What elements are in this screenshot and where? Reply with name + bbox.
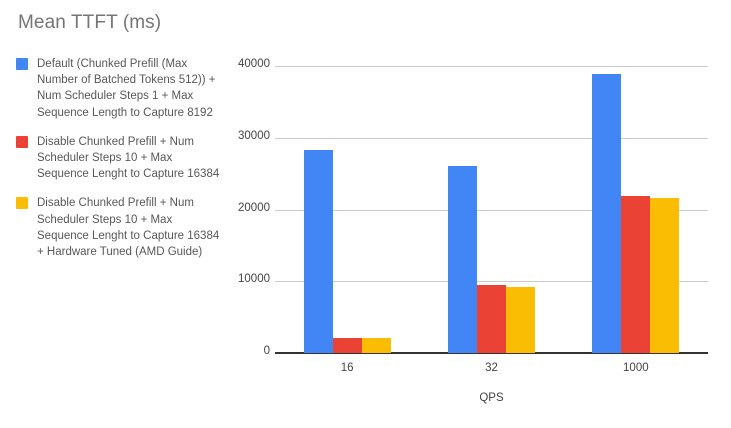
gridline [275, 281, 708, 283]
legend-item[interactable]: Default (Chunked Prefill (Max Number of … [16, 56, 226, 121]
bar[interactable] [592, 73, 622, 353]
legend-swatch-icon [16, 135, 28, 148]
bar[interactable] [448, 166, 477, 353]
bar[interactable] [361, 337, 391, 353]
x-axis-tick-label: 16 [340, 362, 354, 374]
bar[interactable] [303, 149, 333, 353]
legend-label: Disable Chunked Prefill + Num Scheduler … [37, 197, 220, 259]
y-axis-tick-label: 20000 [238, 201, 270, 214]
legend-label: Disable Chunked Prefill + Num Scheduler … [37, 135, 220, 181]
legend-label: Default (Chunked Prefill (Max Number of … [37, 58, 216, 119]
gridline [275, 137, 708, 139]
bar-group [303, 66, 391, 353]
plot-area [275, 66, 708, 354]
bar[interactable] [477, 285, 506, 353]
legend-swatch-icon [16, 197, 28, 210]
x-axis-title: QPS [479, 392, 504, 404]
chart-legend: Default (Chunked Prefill (Max Number of … [16, 56, 226, 273]
bar[interactable] [506, 286, 535, 353]
legend-swatch-icon [16, 58, 28, 70]
legend-item[interactable]: Disable Chunked Prefill + Num Scheduler … [16, 134, 226, 183]
gridline [275, 209, 708, 211]
x-axis-tick-label: 1000 [623, 362, 649, 374]
x-axis-tick-label: 32 [485, 362, 498, 374]
gridline [275, 66, 708, 67]
bar[interactable] [332, 337, 362, 353]
legend-item[interactable]: Disable Chunked Prefill + Num Scheduler … [16, 195, 226, 260]
y-axis-tick-label: 30000 [238, 129, 270, 142]
y-axis-tick-label: 0 [263, 345, 270, 357]
bar-group [592, 66, 680, 353]
chart-title: Mean TTFT (ms) [18, 12, 162, 33]
y-axis-tick-label: 40000 [238, 58, 270, 70]
y-axis-tick-label: 10000 [238, 273, 270, 286]
bar-group [448, 66, 535, 353]
bar[interactable] [650, 198, 680, 353]
bar[interactable] [621, 195, 651, 353]
x-axis-line [275, 352, 708, 354]
